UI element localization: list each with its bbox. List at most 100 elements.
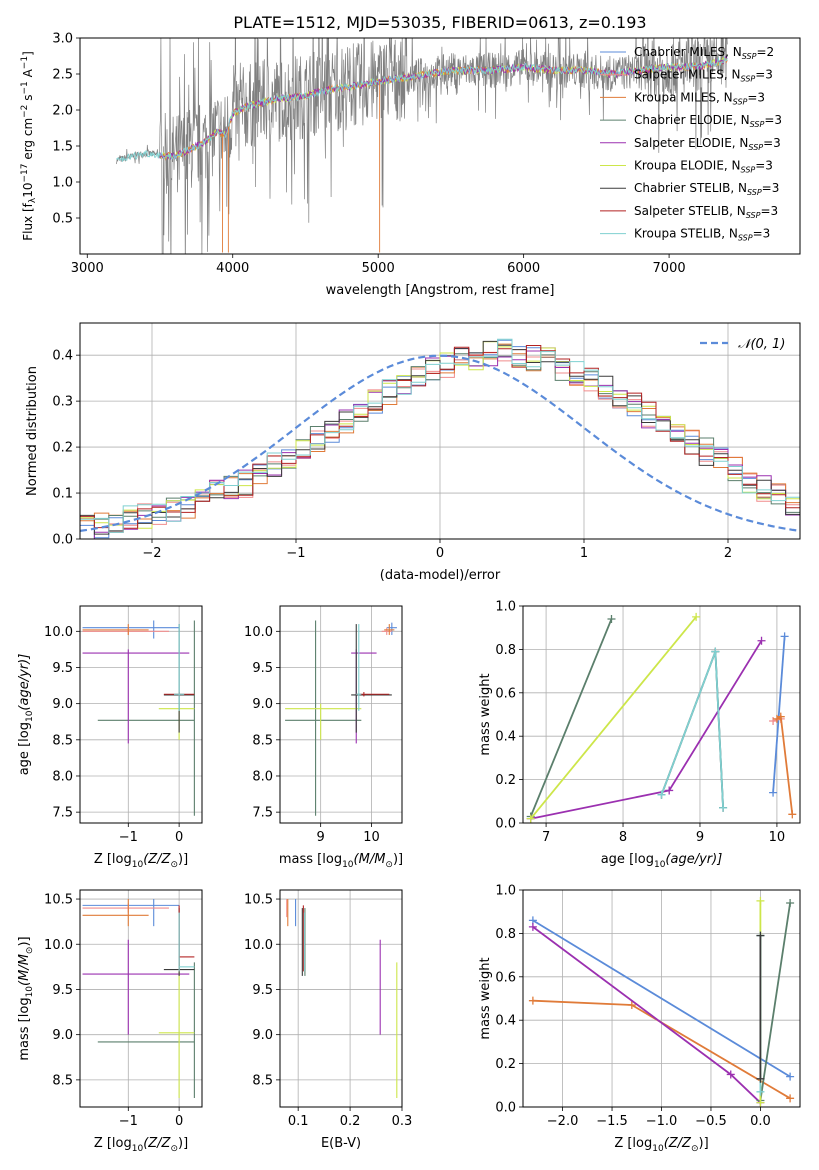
age_vs_Z-ytick-label-0: 7.5 xyxy=(52,806,73,821)
model-spectrum-salpeter_elodie xyxy=(159,56,728,160)
weight_vs_Z-xtick-label-3: −0.5 xyxy=(695,1114,727,1129)
weight_vs_Z-ytick-label-2: 0.4 xyxy=(495,1014,516,1029)
age_vs_mass-ticks: 9 10 7.5 8.0 8.5 9.0 9.5 10.0 xyxy=(244,625,380,845)
figure-title: PLATE=1512, MJD=53035, FIBERID=0613, z=0… xyxy=(233,13,646,32)
spectrum-ylabel-end: ] xyxy=(21,51,35,56)
legend-label-chabrier_elodie: Chabrier ELODIE, NSSP=3 xyxy=(634,113,782,129)
age_vs_Z-ytick-label-2: 8.5 xyxy=(52,733,73,748)
weight_vs_Z-xtick-label-1: −1.5 xyxy=(596,1114,628,1129)
mass_vs_ebv-ytick-label-0: 8.5 xyxy=(252,1073,273,1088)
weight_vs_Z-marker-kroupa_miles-0 xyxy=(528,996,537,1005)
weight_vs_Z-ytick-label-1: 0.2 xyxy=(495,1057,516,1072)
residuals-ytick-label-0: 0.0 xyxy=(52,533,73,548)
weight_vs_age-xtick-label-2: 9 xyxy=(696,830,704,845)
mass_vs_Z-ylabel-pre: mass [log xyxy=(17,997,32,1060)
weight_vs_Z-marker-kroupa_miles-2 xyxy=(786,1094,795,1103)
weight_vs_Z-xtick-label-0: −2.0 xyxy=(547,1114,579,1129)
weight_vs_age-marker-salpeter_elodie-1 xyxy=(665,786,674,795)
age_vs_Z-xlabel-pre: Z [log xyxy=(94,852,132,867)
spectrum-plot-area xyxy=(116,38,728,254)
mass_vs_Z-xlabel-pre: Z [log xyxy=(94,1136,132,1151)
mass_vs_ebv-xtick-label-2: 0.3 xyxy=(392,1114,413,1129)
age_vs_Z-xlabel: Z [log10(Z/Z⊙)] xyxy=(94,852,188,870)
legend-label-kroupa_miles: Kroupa MILES, NSSP=3 xyxy=(634,90,765,106)
residuals-xtick-label-1: −1 xyxy=(286,546,305,561)
residual-hist-chabrier_miles xyxy=(80,339,800,539)
weight_vs_Z-marker-chabrier_miles-1 xyxy=(786,1072,795,1081)
weight_vs_Z-marker-chabrier_stelib-0 xyxy=(756,1074,765,1083)
weight_vs_age-xtick-label-0: 7 xyxy=(542,830,550,845)
spectrum-ylabel-tail-exp: −2 xyxy=(20,105,30,118)
weight_vs_age-xlabel-pre: age [log xyxy=(601,852,654,867)
weight_vs_age-marker-kroupa_elodie-0 xyxy=(526,814,535,823)
mass_vs_Z-xlabel-sub2: ⊙ xyxy=(170,1144,178,1154)
weight_vs_Z-marker-kroupa_elodie-1 xyxy=(756,896,765,905)
legend-label-kroupa_stelib: Kroupa STELIB, NSSP=3 xyxy=(634,227,770,243)
spectrum-ylabel-rest: 10 xyxy=(21,183,35,198)
legend-sub-salpeter_stelib: SSP xyxy=(746,211,761,220)
weight_vs_Z-xtick-label-2: −1.0 xyxy=(646,1114,678,1129)
weight_vs_Z-series-chabrier_miles xyxy=(532,919,791,1078)
spectrum-ylabel-main: Flux [f xyxy=(21,202,35,240)
mass_vs_Z-xtick-label-1: 0 xyxy=(175,1114,183,1129)
mass_vs_Z-xlabel-sub: 10 xyxy=(132,1144,144,1154)
age_vs_Z-ytick-label-5: 10.0 xyxy=(44,625,73,640)
spectrum-xtick-label-0: 3000 xyxy=(71,261,104,276)
weight_vs_Z-xlabel: Z [log10(Z/Z⊙)] xyxy=(614,1136,708,1154)
age_vs_mass-ytick-label-4: 9.5 xyxy=(252,661,273,676)
legend-sub-chabrier_miles: SSP xyxy=(742,52,757,61)
spectrum-ylabel-tail2-exp: −1 xyxy=(20,81,30,94)
mass_vs_Z-ylabel: mass [log10(M/M⊙)] xyxy=(17,936,35,1060)
spectrum-ylabel-tail3: A xyxy=(21,68,35,81)
weight_vs_Z-xlabel-end: )] xyxy=(699,1136,709,1151)
residual-hist-kroupa_stelib xyxy=(80,338,800,533)
legend-text-salpeter_stelib: Salpeter STELIB, N xyxy=(634,204,746,218)
weight_vs_age-marker-kroupa_stelib-2 xyxy=(719,803,728,812)
mass_vs_ebv-xlabel: E(B-V) xyxy=(321,1136,361,1151)
mass_vs_Z-ylabel-sub2: ⊙ xyxy=(25,947,35,955)
age_vs_mass-xtick-label-1: 10 xyxy=(363,830,380,845)
legend-label-salpeter_miles: Salpeter MILES, NSSP=3 xyxy=(634,68,773,84)
weight_vs_age-series-kroupa_elodie xyxy=(530,616,697,820)
mass_vs_Z-plot-area xyxy=(80,890,202,1107)
age_vs_Z-ytick-label-3: 9.0 xyxy=(52,697,73,712)
spectrum-xtick-label-3: 6000 xyxy=(507,261,540,276)
legend-text-kroupa_stelib: Kroupa STELIB, N xyxy=(634,227,738,241)
legend-sub-kroupa_miles: SSP xyxy=(733,97,748,106)
spectrum-frame xyxy=(79,37,801,255)
mass_vs_Z-ylabel-sub: 10 xyxy=(25,986,35,998)
age_vs_mass-xlabel-sub2: ⊙ xyxy=(385,860,393,870)
weight_vs_Z-marker-chabrier_stelib-1 xyxy=(756,931,765,940)
age_vs_Z-ylabel-pre: age [log xyxy=(17,722,32,775)
mass_vs_Z-xlabel-end: )] xyxy=(178,1136,188,1151)
legend-sub-kroupa_stelib: SSP xyxy=(738,234,753,243)
legend-suffix-kroupa_elodie: =3 xyxy=(755,159,773,173)
age_vs_mass-ytick-label-1: 8.0 xyxy=(252,769,273,784)
weight_vs_Z-ytick-label-4: 0.8 xyxy=(495,927,516,942)
residuals-ytick-label-2: 0.2 xyxy=(52,441,73,456)
age_vs_mass-plot-area xyxy=(280,606,402,823)
spectrum-ytick-label-4: 2.5 xyxy=(52,68,73,83)
legend-label-chabrier_stelib: Chabrier STELIB, NSSP=3 xyxy=(634,181,779,197)
residuals-xtick-label-0: −2 xyxy=(142,546,161,561)
age_vs_mass-xlabel-post: (M/M xyxy=(354,852,386,867)
weight_vs_age-ytick-label-1: 0.2 xyxy=(495,773,516,788)
mass_vs_ebv-ytick-label-2: 9.5 xyxy=(252,983,273,998)
weight_vs_age-marker-chabrier_elodie-1 xyxy=(607,615,616,624)
weight_vs_Z-xlabel-pre: Z [log xyxy=(614,1136,652,1151)
spectrum-ytick-label-2: 1.5 xyxy=(52,140,73,155)
legend-suffix-salpeter_miles: =3 xyxy=(755,68,773,82)
weight_vs_age-ticks: 7 8 9 10 0.0 0.2 0.4 0.6 0.8 1.0 xyxy=(495,600,785,846)
age_vs_mass-ytick-label-5: 10.0 xyxy=(244,625,273,640)
residuals-ytick-label-4: 0.4 xyxy=(52,349,73,364)
weight_vs_age-marker-chabrier_miles-1 xyxy=(780,632,789,641)
age_vs_mass-ytick-label-2: 8.5 xyxy=(252,733,273,748)
legend-suffix-kroupa_stelib: =3 xyxy=(753,227,771,241)
weight_vs_Z-chart: −2.0 −1.5 −1.0 −0.5 0.0 0.0 0.2 0.4 0.6 0.8 1.0 Z [… xyxy=(478,884,801,1154)
legend-suffix-chabrier_miles: =2 xyxy=(756,45,774,59)
mass_vs_Z-ytick-label-2: 9.5 xyxy=(52,983,73,998)
weight_vs_Z-marker-kroupa_stelib-0 xyxy=(756,1087,765,1096)
spectrum-ytick-label-1: 1.0 xyxy=(52,176,73,191)
